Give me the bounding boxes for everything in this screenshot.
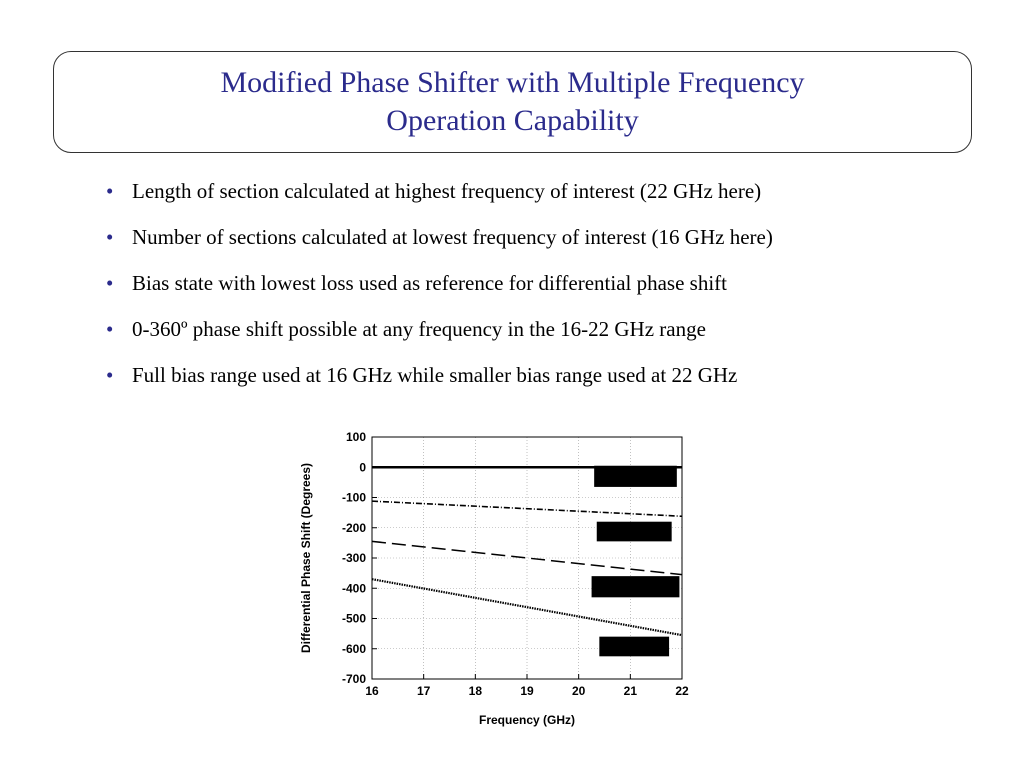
y-tick-label: -200 [342, 521, 366, 535]
bullet-item: • Bias state with lowest loss used as re… [102, 268, 773, 314]
series-line [371, 540, 683, 576]
bullet-icon: • [106, 271, 114, 295]
y-tick-label: -100 [342, 491, 366, 505]
bullet-icon: • [106, 179, 114, 203]
bullet-item: • Length of section calculated at highes… [102, 176, 773, 222]
y-tick-label: 100 [346, 430, 366, 444]
phase-shift-chart: 16 17 18 19 20 21 22 100 0 -100 -200 -300 -400 -500 -6… [299, 430, 689, 727]
series-label-block [594, 465, 677, 487]
series-label-block [591, 576, 680, 598]
series-label-block [599, 636, 670, 657]
bullet-item: • Full bias range used at 16 GHz while s… [102, 360, 773, 406]
y-axis-label: Differential Phase Shift (Degrees) [299, 463, 313, 653]
y-tick-label: -500 [342, 612, 366, 626]
bullet-icon: • [106, 363, 114, 387]
bullet-text: Length of section calculated at highest … [132, 179, 762, 203]
x-tick-label: 17 [417, 684, 431, 698]
x-tick-label: 22 [675, 684, 689, 698]
y-tick-label: -700 [342, 672, 366, 686]
x-tick-label: 19 [520, 684, 534, 698]
bullet-item: • Number of sections calculated at lowes… [102, 222, 773, 268]
x-tick-label: 20 [572, 684, 586, 698]
x-axis-label: Frequency (GHz) [479, 713, 575, 727]
series-line [371, 578, 683, 637]
bullet-list: • Length of section calculated at highes… [102, 176, 773, 406]
y-tick-label: -300 [342, 551, 366, 565]
x-tick-label: 18 [469, 684, 483, 698]
series-label-block [596, 521, 672, 542]
x-tick-label: 21 [624, 684, 638, 698]
series-line [371, 500, 683, 518]
bullet-icon: • [106, 225, 114, 249]
bullet-text: Bias state with lowest loss used as refe… [132, 271, 728, 295]
bullet-text: 0-360º phase shift possible at any frequ… [132, 317, 706, 341]
bullet-item: • 0-360º phase shift possible at any fre… [102, 314, 773, 360]
slide-title-line-1: Modified Phase Shifter with Multiple Fre… [220, 66, 805, 99]
bullet-text: Full bias range used at 16 GHz while sma… [132, 363, 738, 387]
chart-ticks: 16 17 18 19 20 21 22 100 0 -100 -200 -300 -400 -500 -6… [342, 430, 689, 698]
x-tick-label: 16 [365, 684, 379, 698]
y-tick-label: 0 [359, 460, 366, 474]
bullet-text: Number of sections calculated at lowest … [132, 225, 773, 249]
slide-title-line-2: Operation Capability [386, 104, 639, 137]
slide-title-box: Modified Phase Shifter with Multiple Fre… [53, 51, 972, 153]
y-tick-label: -400 [342, 581, 366, 595]
y-tick-label: -600 [342, 642, 366, 656]
bullet-icon: • [106, 317, 114, 341]
chart-label-blocks [591, 465, 680, 657]
